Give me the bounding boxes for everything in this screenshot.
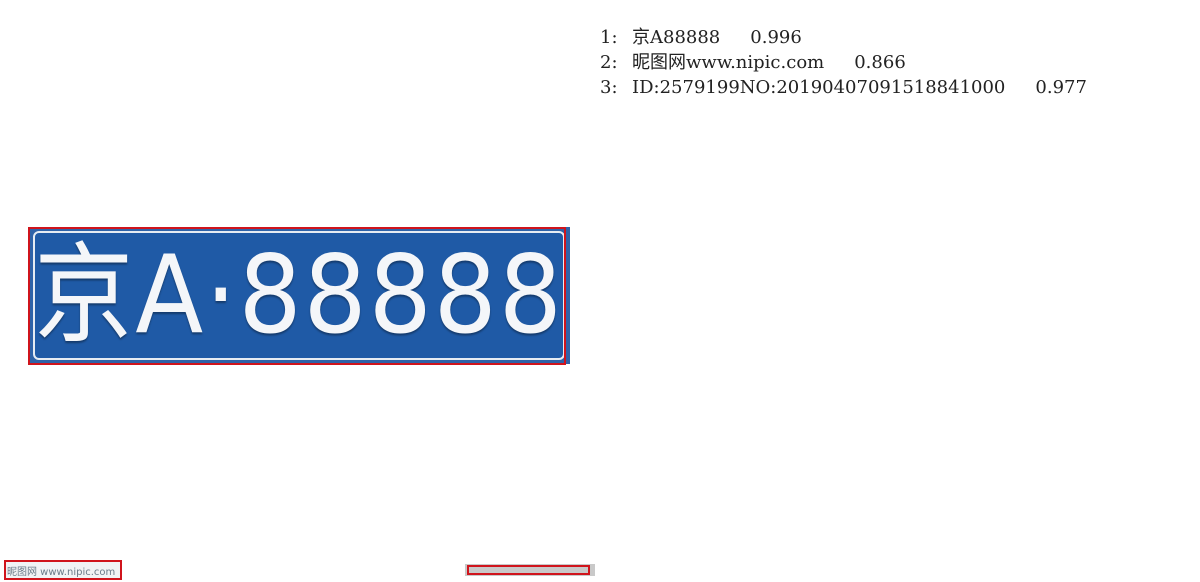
result-index: 1: — [600, 27, 618, 48]
result-score: 0.977 — [1035, 77, 1087, 98]
result-score: 0.866 — [854, 52, 906, 73]
result-index: 3: — [600, 77, 618, 98]
detection-box-id — [467, 565, 590, 575]
result-row: 3: ID:2579199NO:20190407091518841000 0.977 — [600, 75, 1087, 100]
result-text: 昵图网www.nipic.com — [632, 52, 825, 73]
result-text: 京A88888 — [632, 27, 721, 48]
source-image-pane: 京A·88888 昵图网 www.nipic.com — [4, 227, 595, 580]
license-plate-face: 京A·88888 — [33, 231, 565, 360]
result-text: ID:2579199NO:20190407091518841000 — [632, 77, 1006, 98]
recognition-results-pane: 1: 京A88888 0.996 2: 昵图网www.nipic.com 0.866 3… — [600, 0, 1200, 582]
watermark-logo: 昵图网 www.nipic.com — [4, 561, 121, 579]
result-index: 2: — [600, 52, 618, 73]
result-score: 0.996 — [750, 27, 802, 48]
results-list: 1: 京A88888 0.996 2: 昵图网www.nipic.com 0.866 3… — [600, 25, 1087, 100]
result-row: 1: 京A88888 0.996 — [600, 25, 1087, 50]
detection-box-watermark — [4, 560, 122, 580]
plate-characters: 京A·88888 — [34, 232, 564, 358]
result-row: 2: 昵图网www.nipic.com 0.866 — [600, 50, 1087, 75]
license-plate-image: 京A·88888 — [28, 227, 570, 364]
detection-box-plate — [28, 227, 566, 365]
